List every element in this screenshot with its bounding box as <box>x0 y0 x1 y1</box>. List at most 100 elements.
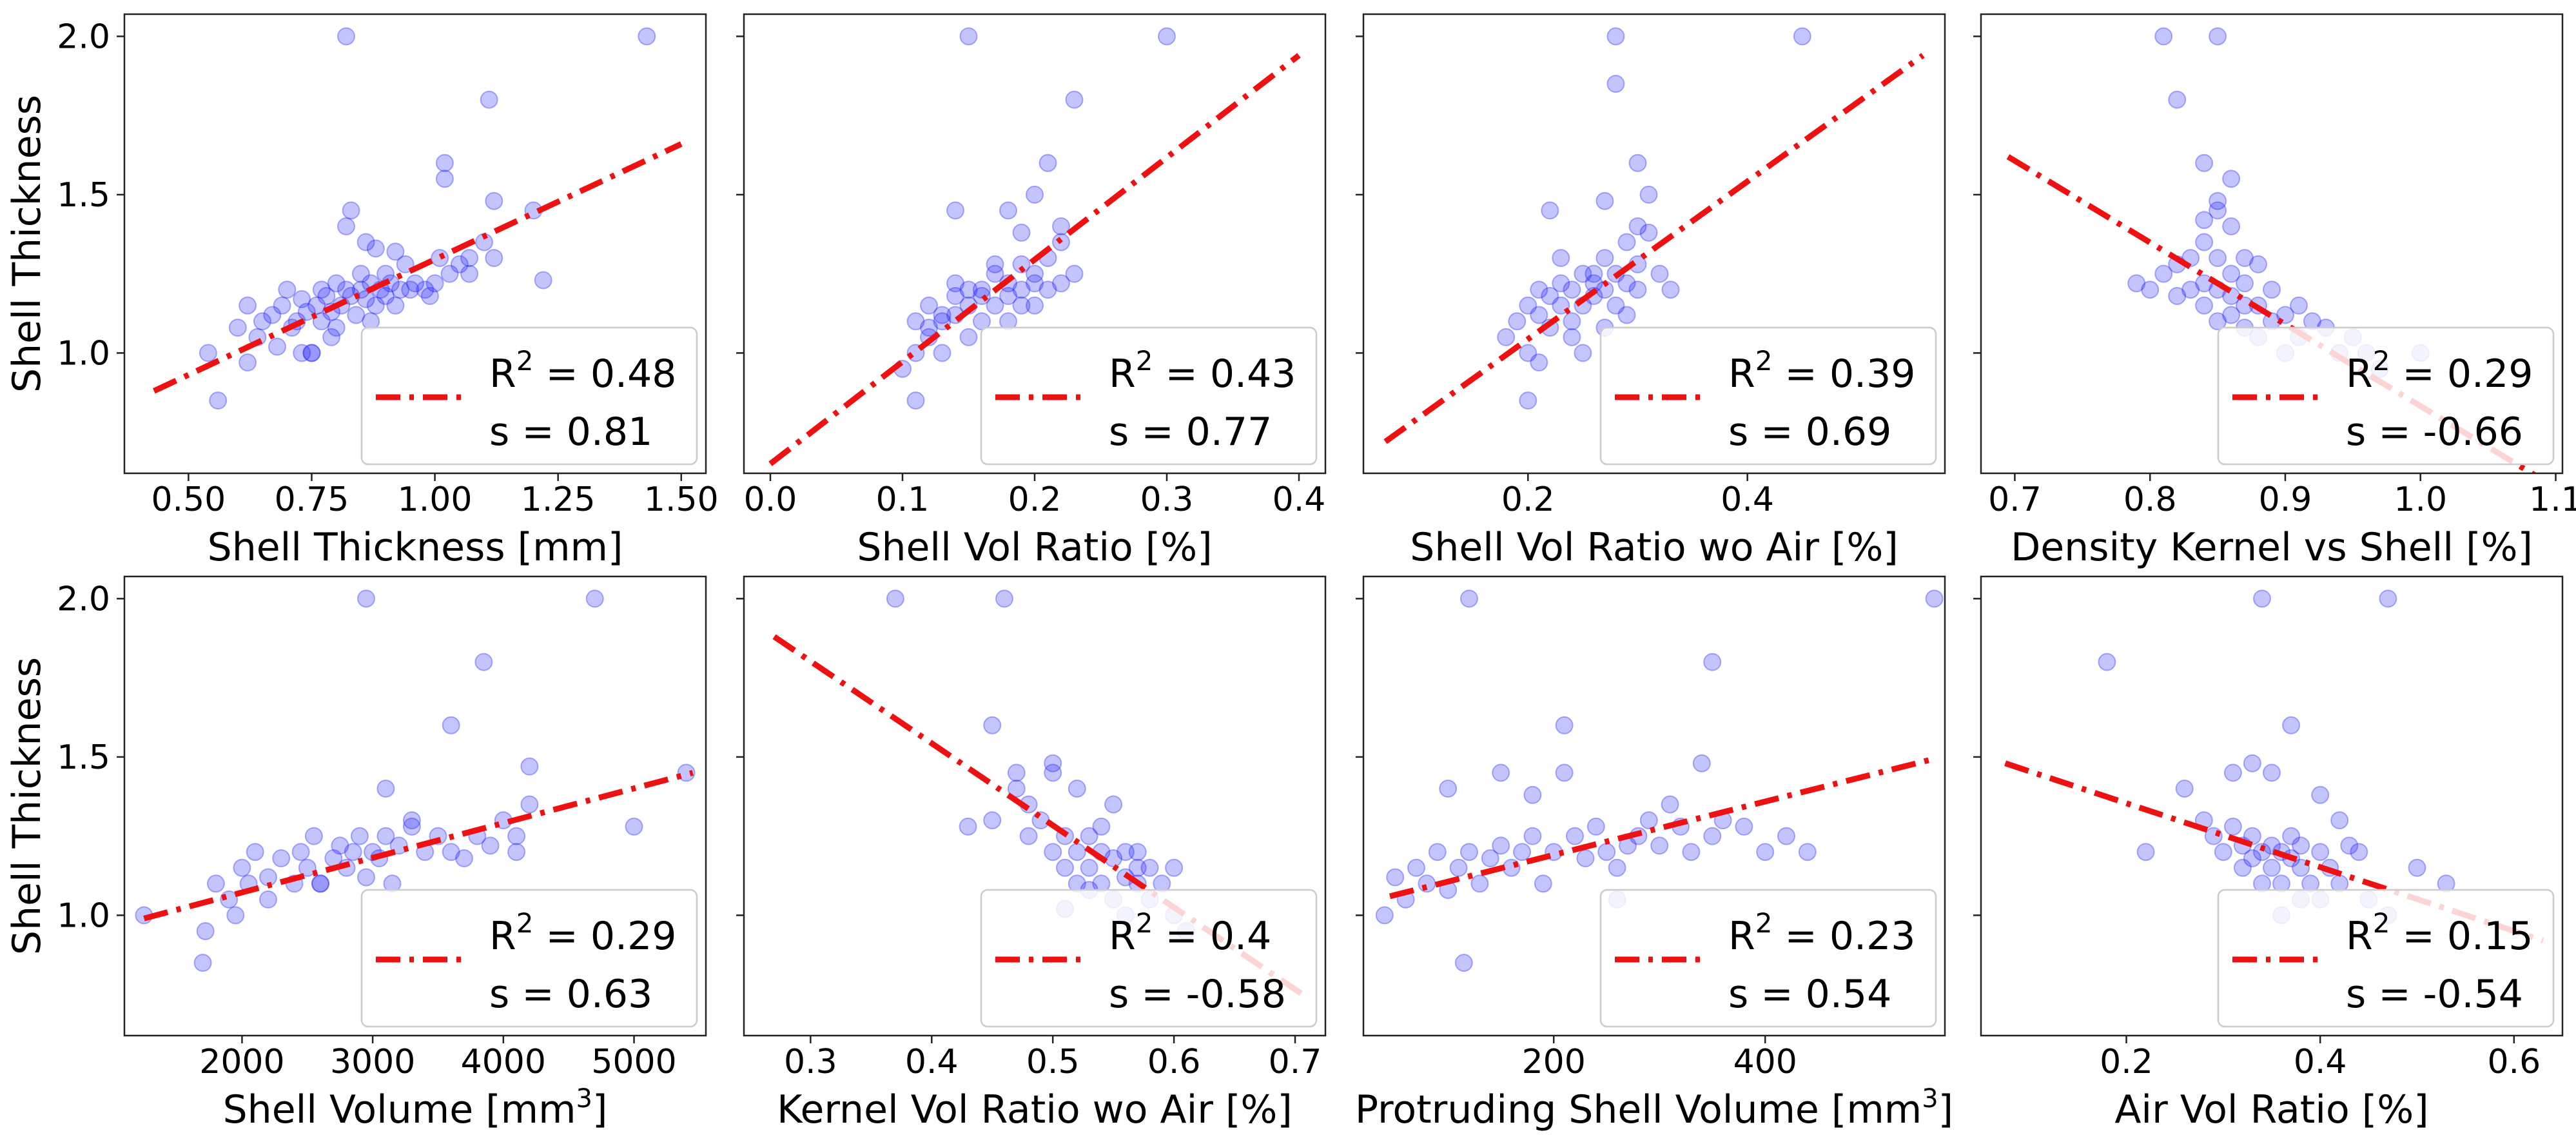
legend-s-text: s = -0.58 <box>1109 972 1286 1017</box>
data-point <box>534 271 552 290</box>
legend-box <box>1599 326 1937 466</box>
data-point <box>1080 858 1098 877</box>
legend: R2 = 0.23 s = 0.54 <box>1599 889 1937 1028</box>
data-point <box>356 290 375 308</box>
superscript: 2 <box>1136 907 1153 939</box>
legend-s-text: s = 0.77 <box>1109 409 1272 455</box>
data-point <box>442 843 460 861</box>
x-tick-label: 0.7 <box>1988 480 2042 519</box>
data-point <box>1044 754 1062 773</box>
data-point <box>304 827 323 845</box>
data-point <box>638 27 656 46</box>
data-point <box>520 757 539 776</box>
superscript: 3 <box>1922 1084 1938 1114</box>
data-point <box>2253 589 2271 608</box>
legend: R2 = 0.29s = -0.66 <box>2217 326 2555 466</box>
data-point <box>322 328 341 346</box>
axes-frame <box>1362 575 1946 1037</box>
data-point <box>1056 858 1074 877</box>
data-point <box>485 192 503 210</box>
data-point <box>1439 780 1458 798</box>
subplot-5: 2000 3000 4000 5000 1.0 1.5 2.0 Shell Volume [m… <box>5 575 707 1132</box>
x-tick-label: 1.1 <box>2529 480 2576 519</box>
x-tick-label: 0.5 <box>1026 1043 1080 1081</box>
data-point <box>1639 223 1658 242</box>
data-point <box>293 290 311 308</box>
data-point <box>376 287 395 305</box>
legend-r2-text: R2 = 0.48 <box>489 345 676 397</box>
x-tick-label: 0.3 <box>784 1043 837 1081</box>
data-point <box>2408 858 2426 877</box>
axes-frame <box>1980 575 2564 1037</box>
data-point <box>1523 827 1542 845</box>
data-point <box>2249 255 2267 273</box>
data-point <box>272 849 291 867</box>
legend-s-text: s = -0.66 <box>2346 409 2523 455</box>
data-point <box>2223 817 2242 836</box>
data-point <box>1534 874 1552 893</box>
data-point <box>677 763 696 782</box>
y-tick-label: 1.0 <box>57 334 110 373</box>
data-point <box>1007 763 1026 782</box>
x-tick-label: 0.1 <box>876 480 930 519</box>
data-point <box>2311 843 2330 861</box>
regression-line <box>1383 53 1925 444</box>
superscript: 2 <box>2373 345 2390 377</box>
data-point <box>376 827 395 845</box>
data-point <box>297 302 316 321</box>
data-point <box>2236 274 2254 293</box>
data-point <box>1628 153 1647 172</box>
data-point <box>1563 312 1581 331</box>
data-point <box>986 264 1004 283</box>
data-point <box>2311 785 2330 804</box>
data-point <box>1068 843 1086 861</box>
data-point <box>402 817 421 836</box>
legend: R2 = 0.4 s = -0.58 <box>980 889 1318 1028</box>
x-tick-label: 5000 <box>591 1043 676 1081</box>
data-point <box>1703 827 1722 845</box>
data-point <box>886 589 904 608</box>
data-point <box>1682 843 1701 861</box>
subplot-6: 0.3 0.4 0.5 0.6 0.7 Kernel Vol Ratio wo Air [… <box>736 575 1327 1132</box>
data-point <box>2282 827 2301 845</box>
x-tick-label: 0.6 <box>2487 1043 2541 1081</box>
data-point <box>406 274 424 293</box>
legend: R2 = 0.15 s = -0.54 <box>2217 889 2555 1028</box>
data-point <box>357 868 375 887</box>
subplot-4: 0.7 0.8 0.9 1.0 1.1 Density Kernel vs Shell [… <box>1973 13 2576 570</box>
data-point <box>986 296 1004 315</box>
data-point <box>327 274 346 293</box>
legend-r2-text: R2 = 0.15 <box>2346 907 2533 959</box>
data-point <box>263 306 282 324</box>
data-point <box>1519 344 1537 362</box>
data-point <box>206 874 225 893</box>
data-point <box>226 906 245 925</box>
x-tick-label: 0.9 <box>2259 480 2312 519</box>
data-point <box>1595 192 1614 210</box>
y-tick-label: 1.0 <box>57 896 110 935</box>
data-point <box>193 954 212 972</box>
x-axis-label: Density Kernel vs Shell [%] <box>2011 525 2533 570</box>
data-point <box>376 780 395 798</box>
data-point <box>933 306 951 324</box>
data-point <box>973 281 991 299</box>
y-axis-label: Shell Thickness <box>5 657 50 955</box>
data-point <box>239 353 257 372</box>
data-point <box>2263 281 2281 299</box>
data-point <box>1661 795 1679 814</box>
legend-r2-value: = 0.43 <box>1153 351 1296 397</box>
data-point <box>2136 843 2155 861</box>
data-point <box>1606 27 1625 46</box>
data-point <box>239 296 257 315</box>
data-point <box>337 281 355 299</box>
x-tick-label: 1.0 <box>2394 480 2447 519</box>
data-point <box>1628 281 1647 299</box>
data-point <box>1128 843 1147 861</box>
data-point <box>1007 780 1026 798</box>
data-point <box>1492 836 1510 855</box>
regression-line <box>143 770 694 921</box>
data-point <box>999 287 1017 305</box>
x-tick-label: 0.0 <box>744 480 797 519</box>
data-point <box>344 843 362 861</box>
